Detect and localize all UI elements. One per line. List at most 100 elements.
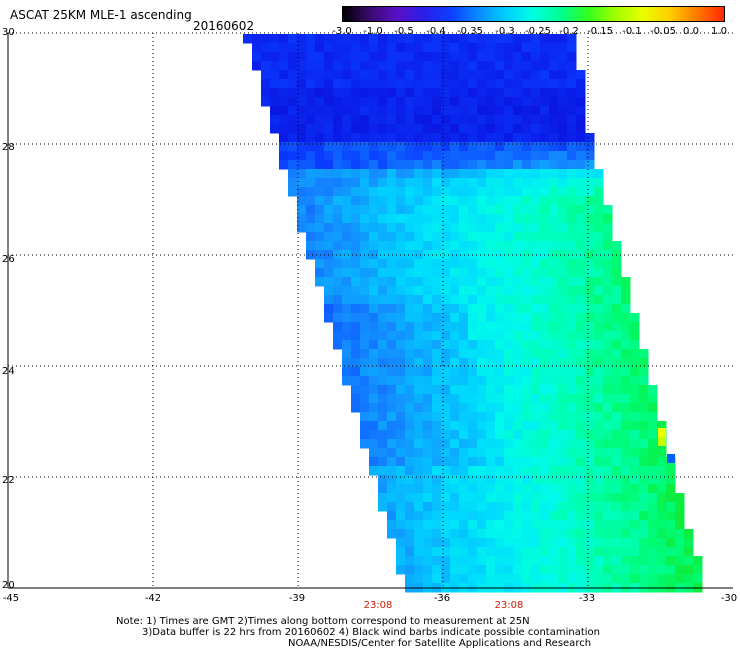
- swath-cell: [396, 385, 406, 395]
- swath-cell: [522, 205, 532, 215]
- swath-cell: [513, 394, 523, 404]
- swath-cell: [441, 385, 451, 395]
- swath-cell: [450, 43, 460, 53]
- swath-cell: [360, 340, 370, 350]
- swath-cell: [585, 511, 595, 521]
- swath-cell: [540, 160, 550, 170]
- swath-cell: [414, 61, 424, 71]
- swath-cell: [414, 250, 424, 260]
- swath-cell: [468, 421, 478, 431]
- swath-cell: [522, 286, 532, 296]
- swath-cell: [612, 556, 622, 566]
- swath-cell: [486, 547, 496, 557]
- swath-cell: [675, 529, 685, 539]
- swath-cell: [360, 421, 370, 431]
- swath-cell: [432, 43, 442, 53]
- swath-cell: [333, 232, 343, 242]
- swath-cell: [441, 340, 451, 350]
- swath-cell: [414, 151, 424, 161]
- swath-cell: [360, 79, 370, 89]
- swath-cell: [342, 349, 352, 359]
- swath-cell: [495, 520, 505, 530]
- swath-cell: [522, 331, 532, 341]
- swath-cell: [612, 466, 622, 476]
- swath-cell: [504, 43, 514, 53]
- swath-cell: [540, 556, 550, 566]
- swath-cell: [369, 448, 379, 458]
- swath-cell: [279, 106, 289, 116]
- swath-cell: [522, 178, 532, 188]
- swath-cell: [531, 205, 541, 215]
- swath-cell: [297, 151, 307, 161]
- swath-cell: [405, 151, 415, 161]
- swath-cell: [531, 466, 541, 476]
- swath-cell: [621, 430, 631, 440]
- swath-cell: [549, 214, 559, 224]
- swath-cell: [567, 151, 577, 161]
- swath-cell: [477, 331, 487, 341]
- swath-cell: [387, 529, 397, 539]
- swath-cell: [576, 385, 586, 395]
- swath-cell: [486, 160, 496, 170]
- swath-cell: [513, 52, 523, 62]
- swath-cell: [486, 223, 496, 233]
- swath-cell: [423, 313, 433, 323]
- swath-cell: [441, 556, 451, 566]
- swath-cell: [549, 34, 559, 44]
- swath-cell: [594, 322, 604, 332]
- swath-cell: [432, 196, 442, 206]
- swath-cell: [387, 187, 397, 197]
- swath-cell: [603, 340, 613, 350]
- swath-cell: [423, 448, 433, 458]
- swath-cell: [405, 223, 415, 233]
- swath-cell: [450, 97, 460, 107]
- swath-cell: [414, 556, 424, 566]
- swath-cell: [513, 232, 523, 242]
- swath-cell: [504, 169, 514, 179]
- swath-cell: [585, 151, 595, 161]
- swath-cell: [603, 367, 613, 377]
- swath-cell: [612, 349, 622, 359]
- swath-cell: [522, 313, 532, 323]
- swath-cell: [369, 340, 379, 350]
- swath-cell: [378, 430, 388, 440]
- swath-cell: [351, 394, 361, 404]
- swath-cell: [468, 124, 478, 134]
- swath-cell: [540, 178, 550, 188]
- swath-cell: [513, 286, 523, 296]
- swath-cell: [351, 349, 361, 359]
- swath-cell: [468, 412, 478, 422]
- swath-cell: [486, 394, 496, 404]
- swath-cell: [567, 439, 577, 449]
- swath-cell: [405, 124, 415, 134]
- swath-cell: [585, 277, 595, 287]
- swath-cell: [414, 304, 424, 314]
- swath-cell: [468, 385, 478, 395]
- swath-cell: [477, 286, 487, 296]
- swath-cell: [594, 475, 604, 485]
- swath-cell: [414, 34, 424, 44]
- swath-cell: [540, 79, 550, 89]
- swath-cell: [486, 187, 496, 197]
- swath-cell: [477, 241, 487, 251]
- swath-cell: [648, 457, 658, 467]
- swath-cell: [531, 61, 541, 71]
- swath-cell: [459, 457, 469, 467]
- swath-cell: [594, 241, 604, 251]
- swath-cell: [342, 169, 352, 179]
- swath-cell: [603, 448, 613, 458]
- swath-cell: [513, 556, 523, 566]
- swath-cell: [351, 358, 361, 368]
- swath-cell: [549, 367, 559, 377]
- swath-cell: [432, 259, 442, 269]
- swath-cell: [567, 349, 577, 359]
- swath-cell: [414, 511, 424, 521]
- swath-cell: [639, 502, 649, 512]
- swath-cell: [351, 376, 361, 386]
- swath-cell: [540, 466, 550, 476]
- swath-cell: [333, 70, 343, 80]
- swath-cell: [693, 556, 703, 566]
- swath-cell: [567, 322, 577, 332]
- swath-cell: [396, 322, 406, 332]
- swath-cell: [549, 106, 559, 116]
